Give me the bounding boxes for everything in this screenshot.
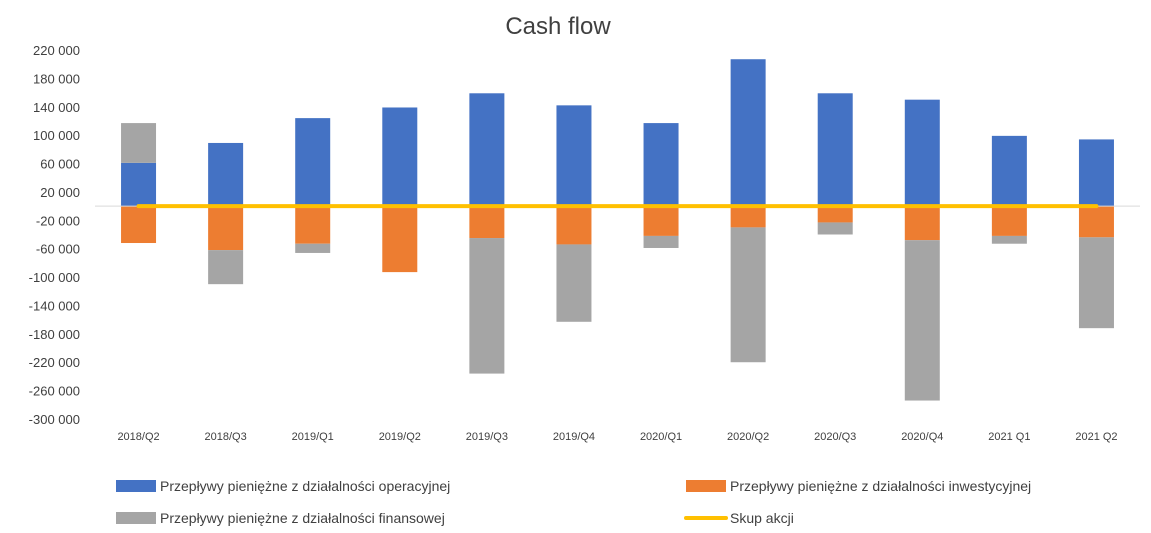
legend-item-2: Przepływy pieniężne z działalności inwes… [686,478,1031,494]
bars [121,59,1114,401]
chart-title: Cash flow [505,13,611,40]
y-tick-label: -260 000 [29,384,80,399]
bar-series-2-6 [556,206,592,245]
bar-series-1-7 [643,123,679,207]
legend-swatch [116,512,156,524]
y-tick-label: 180 000 [33,71,80,86]
x-tick-label: 2019/Q2 [379,431,421,443]
x-tick-label: 2020/Q3 [814,431,856,443]
y-tick-label: 140 000 [33,100,80,115]
y-tick-label: -60 000 [36,242,80,257]
bar-series-3-8 [730,227,766,363]
bar-series-1-11 [991,135,1027,207]
bar-series-2-10 [904,206,940,241]
bar-series-3-6 [556,244,592,322]
y-tick-label: 100 000 [33,128,80,143]
y-tick-label: -180 000 [29,327,80,342]
bar-series-3-3 [295,243,331,253]
x-tick-label: 2020/Q1 [640,431,682,443]
x-tick-label: 2021 Q2 [1075,431,1117,443]
x-tick-label: 2019/Q1 [292,431,334,443]
bar-series-3-7 [643,235,679,248]
bar-series-2-5 [469,206,505,239]
y-tick-label: -140 000 [29,298,80,313]
x-tick-label: 2020/Q4 [901,431,943,443]
bar-series-3-2 [208,250,244,285]
legend-label: Skup akcji [730,510,794,526]
x-tick-label: 2019/Q4 [553,431,595,443]
bar-series-1-12 [1078,139,1114,207]
y-axis-ticks: 220 000 180 000 140 000 100 000 60 000 20 000… [29,43,80,427]
bar-series-1-8 [730,59,766,207]
bar-series-2-3 [295,206,331,244]
bar-series-3-11 [991,235,1027,244]
x-tick-label: 2021 Q1 [988,431,1030,443]
bar-series-1-1 [121,162,157,207]
bar-series-3-1 [121,123,157,163]
bar-series-3-9 [817,222,853,235]
bar-series-1-9 [817,93,853,207]
x-tick-label: 2020/Q2 [727,431,769,443]
bar-series-2-8 [730,206,766,228]
legend-label: Przepływy pieniężne z działalności opera… [160,478,450,494]
legend-label: Przepływy pieniężne z działalności finan… [160,510,445,526]
y-tick-label: -220 000 [29,355,80,370]
bar-series-1-3 [295,118,331,207]
bar-series-2-9 [817,206,853,223]
y-tick-label: -300 000 [29,412,80,427]
bar-series-2-11 [991,206,1027,236]
x-tick-label: 2019/Q3 [466,431,508,443]
x-axis-ticks: 2018/Q2 2018/Q3 2019/Q1 2019/Q2 2019/Q3 2019/… [117,431,1117,443]
legend-item-3: Przepływy pieniężne z działalności finan… [116,510,445,526]
bar-series-3-5 [469,238,505,374]
legend-label: Przepływy pieniężne z działalności inwes… [730,478,1031,494]
y-tick-label: 60 000 [40,157,80,172]
x-tick-label: 2018/Q3 [205,431,247,443]
bar-series-2-7 [643,206,679,236]
bar-series-1-5 [469,93,505,207]
legend-item-1: Przepływy pieniężne z działalności opera… [116,478,450,494]
bar-series-1-4 [382,107,418,207]
legend-swatch [116,480,156,492]
bar-series-3-12 [1078,237,1114,329]
legend-swatch [686,480,726,492]
x-tick-label: 2018/Q2 [117,431,159,443]
bar-series-1-6 [556,105,592,207]
y-tick-label: 220 000 [33,43,80,58]
bar-series-1-10 [904,99,940,207]
y-tick-label: -20 000 [36,213,80,228]
bar-series-2-2 [208,206,244,251]
bar-series-2-12 [1078,206,1114,238]
bar-series-2-1 [121,206,157,244]
legend: Przepływy pieniężne z działalności opera… [116,478,1031,526]
bar-series-2-4 [382,206,418,273]
bar-series-1-2 [208,142,244,207]
legend-item-4: Skup akcji [684,510,794,526]
y-tick-label: 20 000 [40,185,80,200]
bar-series-3-10 [904,240,940,401]
y-tick-label: -100 000 [29,270,80,285]
